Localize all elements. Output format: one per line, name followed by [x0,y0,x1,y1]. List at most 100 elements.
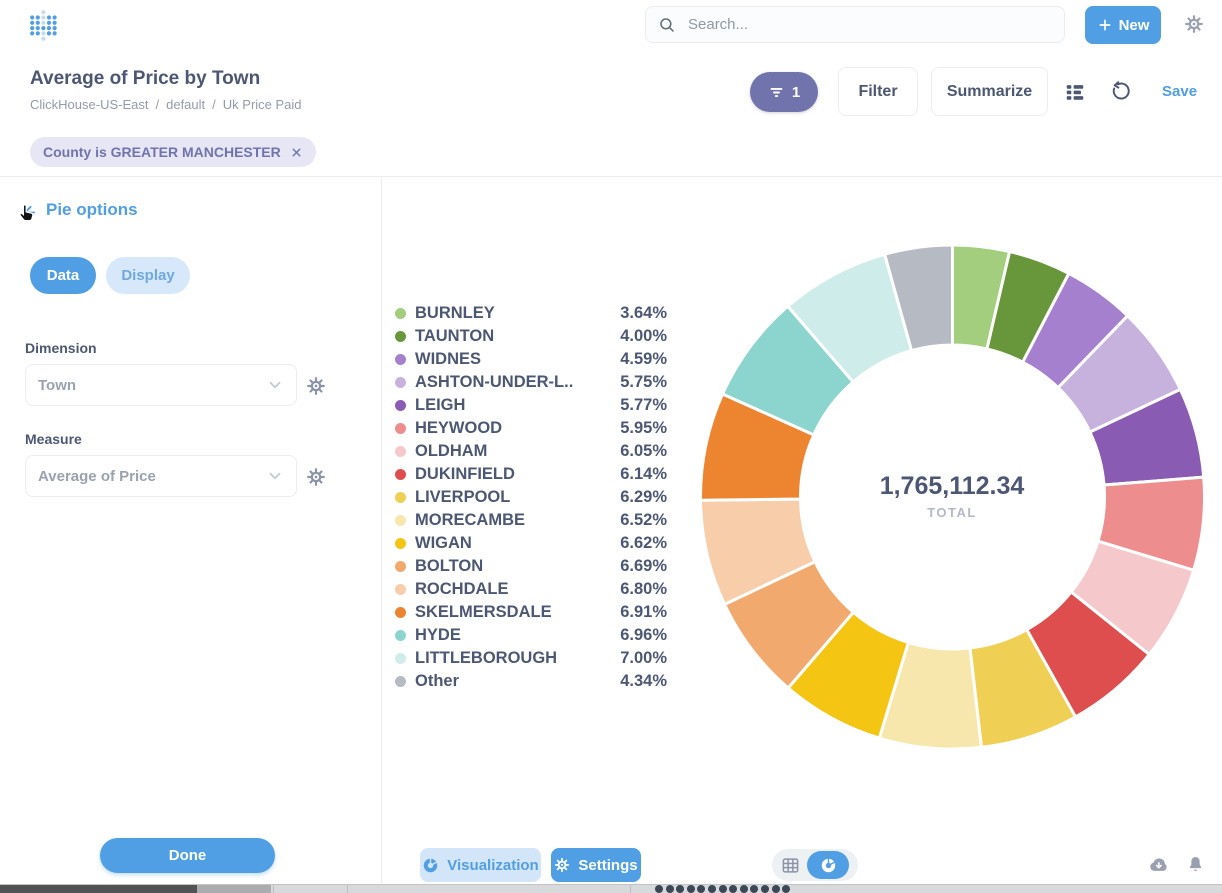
legend-label: ROCHDALE [415,580,509,598]
legend-percent: 3.64% [620,304,667,322]
legend-item[interactable]: MORECAMBE 6.52% [395,509,667,532]
legend-item[interactable]: LITTLEBOROUGH 7.00% [395,647,667,670]
measure-value: Average of Price [38,467,156,485]
filter-button[interactable]: Filter [838,67,918,116]
legend-label: TAUNTON [415,327,495,345]
legend-percent: 7.00% [620,649,667,667]
legend-item[interactable]: BOLTON 6.69% [395,555,667,578]
breadcrumb-schema[interactable]: default [166,97,206,112]
legend-item[interactable]: SKELMERSDALE 6.91% [395,601,667,624]
tab-data[interactable]: Data [30,257,96,294]
save-button[interactable]: Save [1162,83,1198,100]
notifications-bell-icon[interactable] [1186,854,1205,875]
legend-item[interactable]: OLDHAM 6.05% [395,440,667,463]
done-button-label: Done [168,847,207,864]
legend-label: Other [415,672,460,690]
legend-label: WIGAN [415,534,472,552]
gear-icon [554,857,570,873]
legend-dot [395,308,406,319]
back-arrow-icon[interactable] [20,204,37,221]
legend-dot [395,377,406,388]
legend-label: MORECAMBE [415,511,525,529]
legend-dot [395,492,406,503]
new-button[interactable]: New [1085,6,1161,44]
legend-item[interactable]: HYDE 6.96% [395,624,667,647]
legend-item[interactable]: LIVERPOOL 6.29% [395,486,667,509]
metabase-logo[interactable] [30,10,58,47]
measure-select[interactable]: Average of Price [25,455,297,497]
legend-dot [395,515,406,526]
legend-item[interactable]: WIDNES 4.59% [395,348,667,371]
filter-chip-close-icon[interactable] [290,146,303,159]
legend-label: LITTLEBOROUGH [415,649,558,667]
strip-divider [273,885,274,893]
legend-item[interactable]: ROCHDALE 6.80% [395,578,667,601]
dimension-value: Town [38,376,77,394]
filter-chip-label: County is GREATER MANCHESTER [43,144,281,160]
legend-dot [395,561,406,572]
legend-dot [395,331,406,342]
filter-count-pill[interactable]: 1 [750,72,818,112]
chart-view-toggle[interactable] [807,851,849,879]
legend-item[interactable]: Other 4.34% [395,670,667,693]
bottom-scrollbar-thumb [0,885,197,893]
measure-label: Measure [25,431,82,447]
legend-item[interactable]: BURNLEY 3.64% [395,302,667,325]
breadcrumb-table[interactable]: Uk Price Paid [222,97,302,112]
legend-percent: 5.75% [620,373,667,391]
search-bar[interactable] [645,6,1065,43]
legend-dot [395,446,406,457]
legend-percent: 4.34% [620,672,667,690]
legend-percent: 6.29% [620,488,667,506]
plus-icon [1097,17,1113,33]
tab-display[interactable]: Display [106,257,190,294]
breadcrumb-database[interactable]: ClickHouse-US-East [30,97,149,112]
legend-label: BURNLEY [415,304,495,322]
summarize-button[interactable]: Summarize [931,67,1048,116]
legend-item[interactable]: DUKINFIELD 6.14% [395,463,667,486]
dimension-settings-gear-icon[interactable] [306,376,326,396]
dimension-select[interactable]: Town [25,364,297,406]
sidebar-title: Pie options [46,200,138,219]
pie-chart-icon [422,857,439,874]
visualization-button[interactable]: Visualization [420,848,541,882]
measure-settings-gear-icon[interactable] [306,467,326,487]
breadcrumb: ClickHouse-US-East / default / Uk Price … [30,97,302,112]
bottom-strip-segment [197,885,271,893]
strip-divider [347,885,348,893]
pie-legend: BURNLEY 3.64% TAUNTON 4.00% WIDNES 4.59% ASHTO… [395,302,667,693]
legend-item[interactable]: TAUNTON 4.00% [395,325,667,348]
legend-percent: 6.91% [620,603,667,621]
legend-item[interactable]: LEIGH 5.77% [395,394,667,417]
settings-button[interactable]: Settings [551,848,641,882]
legend-percent: 6.69% [620,557,667,575]
legend-label: WIDNES [415,350,481,368]
notebook-icon[interactable] [1064,81,1086,103]
legend-percent: 6.14% [620,465,667,483]
admin-gear-icon[interactable] [1184,14,1204,34]
breadcrumb-separator: / [155,97,160,112]
legend-percent: 4.00% [620,327,667,345]
content-divider [0,176,1222,177]
legend-item[interactable]: WIGAN 6.62% [395,532,667,555]
tab-display-label: Display [121,267,175,284]
search-input[interactable] [686,15,1052,34]
done-button[interactable]: Done [100,838,275,873]
download-icon[interactable] [1146,855,1171,875]
table-view-toggle[interactable] [776,856,805,875]
legend-dot [395,538,406,549]
legend-item[interactable]: HEYWOOD 5.95% [395,417,667,440]
filter-chip[interactable]: County is GREATER MANCHESTER [30,137,316,167]
legend-label: DUKINFIELD [415,465,515,483]
legend-item[interactable]: ASHTON-UNDER-L.. 5.75% [395,371,667,394]
bottom-window-edge [0,884,1222,893]
refresh-icon[interactable] [1110,81,1130,102]
summarize-button-label: Summarize [946,82,1033,100]
legend-percent: 5.95% [620,419,667,437]
pie-slice-other[interactable] [883,243,954,353]
donut-chart[interactable] [692,237,1213,758]
legend-dot [395,630,406,641]
filter-button-label: Filter [858,82,898,100]
tab-data-label: Data [46,267,80,284]
